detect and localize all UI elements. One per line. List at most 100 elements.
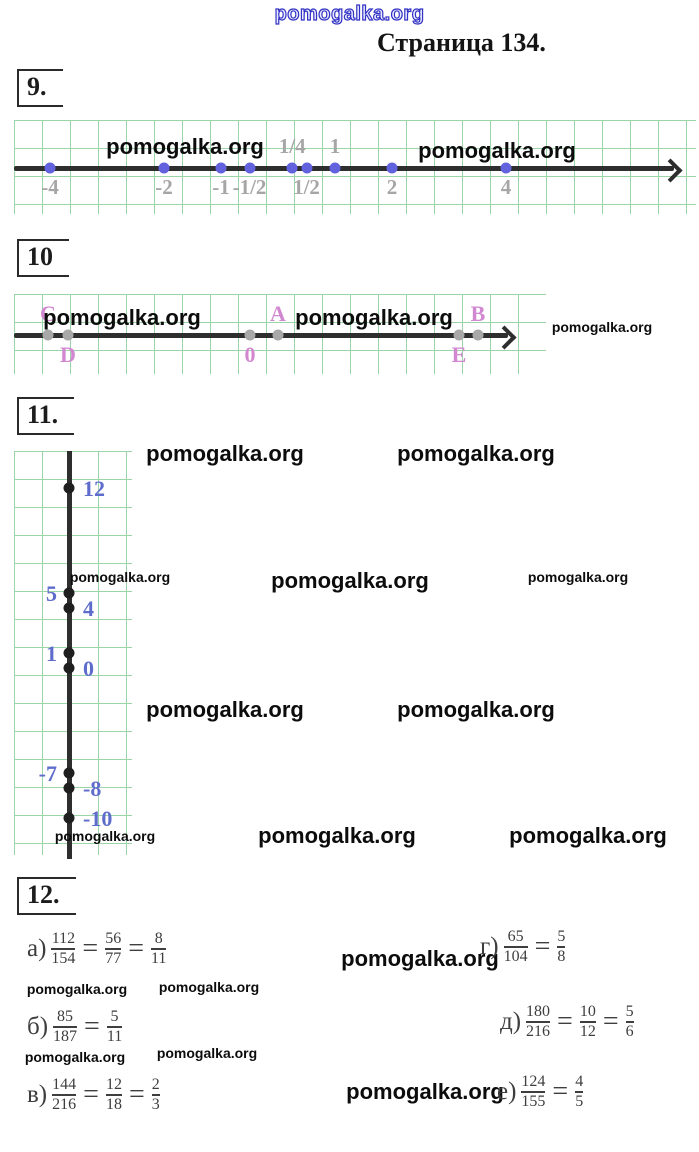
watermark: pomogalka.org (527, 569, 629, 585)
fraction-denominator: 3 (151, 1096, 160, 1113)
fraction-numerator: 12 (105, 1076, 122, 1093)
equals-sign: = (534, 931, 551, 962)
fraction-bar (105, 1094, 122, 1096)
problem-12-number: 12. (17, 877, 76, 915)
number-line-9-axis (14, 166, 674, 171)
fraction-bar (625, 1021, 634, 1023)
number-line-point (62, 329, 74, 341)
fraction-row: б) 85 187 = 5 11 (27, 1008, 123, 1046)
fraction-numerator: 124 (521, 1073, 546, 1090)
number-line-11: 12 5 4 1 0 -7 -8 -10 (14, 451, 132, 859)
watermark: pomogalka.org (271, 568, 429, 593)
fraction-bar (526, 1021, 551, 1023)
fraction-numerator: 2 (151, 1076, 160, 1093)
fraction-numerator: 5 (625, 1003, 634, 1020)
fraction-denominator: 216 (52, 1096, 77, 1113)
fraction-bar (557, 946, 566, 948)
fraction-denominator: 6 (625, 1023, 634, 1040)
fraction-denominator: 11 (151, 950, 167, 967)
number-line-point (63, 662, 75, 674)
fraction-numerator: 5 (557, 928, 566, 945)
fraction-denominator: 12 (579, 1023, 596, 1040)
number-line-point (244, 329, 256, 341)
number-line-point (329, 162, 341, 174)
number-line-point (386, 162, 398, 174)
watermark: pomogalka.org (146, 441, 304, 466)
fraction-numerator: 10 (579, 1003, 596, 1020)
fraction-item-label: а) (27, 935, 47, 962)
fraction: 180 216 (526, 1003, 551, 1041)
number-line-point (44, 162, 56, 174)
number-line-point (42, 329, 54, 341)
number-line-point (453, 329, 465, 341)
fraction: 8 11 (151, 930, 167, 968)
fraction-item-label: г) (480, 933, 499, 960)
number-line-point-label: 0 (244, 342, 256, 367)
page-title: Страница 134. (377, 28, 546, 57)
number-line-point-label: -7 (38, 761, 57, 786)
watermark: pomogalka.org (43, 305, 201, 330)
fraction-row: е) 124 155 = 4 5 (497, 1073, 584, 1111)
watermark: pomogalka.org (397, 697, 555, 722)
problem-9-number: 9. (17, 69, 63, 107)
fraction-numerator: 4 (575, 1073, 584, 1090)
fraction: 10 12 (579, 1003, 596, 1041)
watermark: pomogalka.org (258, 823, 416, 848)
watermark: pomogalka.org (69, 569, 171, 585)
fraction-denominator: 187 (53, 1028, 78, 1045)
number-line-point (158, 162, 170, 174)
watermark: pomogalka.org (397, 441, 555, 466)
fraction-item-label: в) (27, 1081, 48, 1108)
number-line-point-label: 4 (83, 596, 94, 621)
number-line-point (215, 162, 227, 174)
fraction-bar (52, 1094, 77, 1096)
number-line-10-arrow-icon (492, 325, 517, 350)
fraction: 112 154 (51, 930, 76, 968)
watermark: pomogalka.org (106, 134, 264, 159)
watermark: pomogalka.org (551, 319, 653, 335)
number-line-9-arrow-icon (658, 158, 683, 183)
watermark: pomogalka.org (509, 823, 667, 848)
watermark: pomogalka.org (146, 697, 304, 722)
fraction-bar (521, 1091, 546, 1093)
fraction-numerator: 144 (52, 1076, 77, 1093)
fraction-denominator: 18 (105, 1096, 122, 1113)
number-line-point (472, 329, 484, 341)
problem-11-number: 11. (17, 397, 75, 435)
equals-sign: = (82, 933, 99, 964)
number-line-point-label: -8 (83, 776, 102, 801)
number-line-point-label: 4 (500, 175, 512, 199)
fraction-row: г) 65 104 = 5 8 (480, 928, 566, 966)
fraction-bar (503, 946, 528, 948)
fraction-denominator: 216 (526, 1023, 551, 1040)
fraction: 56 77 (105, 930, 122, 968)
fraction-bar (151, 1094, 160, 1096)
watermark: pomogalka.org (341, 946, 499, 971)
watermark: pomogalka.org (418, 138, 576, 163)
number-line-point (301, 162, 312, 174)
number-line-point-label: -4 (41, 175, 59, 199)
fraction-bar (51, 948, 76, 950)
fraction-numerator: 112 (51, 930, 76, 947)
fraction-denominator: 77 (105, 950, 122, 967)
number-line-point (63, 812, 75, 824)
fraction-denominator: 104 (503, 948, 528, 965)
number-line-point (272, 329, 284, 341)
number-line-point (286, 162, 298, 174)
number-line-point-label: -2 (155, 175, 173, 199)
number-line-point-label: 1 (329, 134, 341, 158)
fraction-numerator: 180 (526, 1003, 551, 1020)
number-line-point-label: 2 (386, 175, 398, 199)
number-line-point-label: -1/2 (232, 175, 267, 199)
fraction: 12 18 (105, 1076, 122, 1114)
watermark: pomogalka.org (295, 305, 453, 330)
number-line-point-label: A (270, 301, 286, 326)
number-line-point-label: 1/4 (278, 134, 306, 158)
equals-sign: = (557, 1006, 573, 1037)
number-line-point-label: 5 (46, 581, 57, 606)
fraction-row: в) 144 216 = 12 18 = 2 3 (27, 1076, 160, 1114)
fraction-numerator: 8 (154, 930, 163, 947)
